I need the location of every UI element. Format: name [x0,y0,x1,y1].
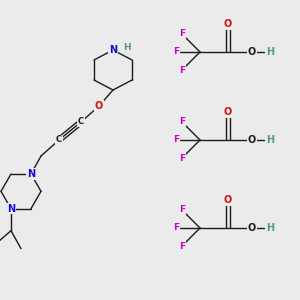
Text: H: H [123,44,131,52]
Text: F: F [179,154,185,163]
Text: O: O [248,223,256,233]
Text: N: N [27,169,35,179]
Text: H: H [266,135,274,145]
Text: H: H [266,223,274,233]
Text: O: O [224,19,232,29]
Text: H: H [266,47,274,57]
Text: F: F [179,205,185,214]
Text: N: N [109,45,117,55]
Text: O: O [224,107,232,117]
Text: C: C [78,118,84,127]
Text: F: F [179,117,185,126]
Text: C: C [56,136,62,145]
Text: O: O [248,135,256,145]
Text: N: N [27,169,35,179]
Text: F: F [179,66,185,75]
Text: F: F [173,47,179,56]
Text: O: O [248,47,256,57]
Text: O: O [95,101,103,111]
Text: N: N [7,204,15,214]
Text: F: F [173,136,179,145]
Text: F: F [179,29,185,38]
Text: F: F [179,242,185,251]
Text: O: O [224,195,232,205]
Text: F: F [173,224,179,232]
